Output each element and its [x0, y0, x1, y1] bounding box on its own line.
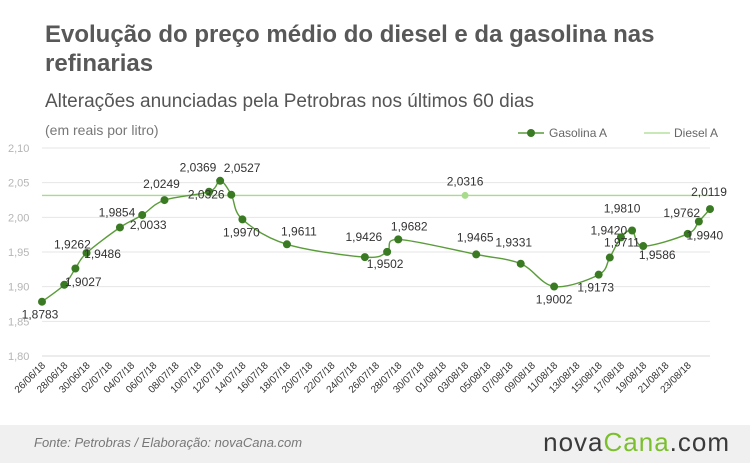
data-point-gasolina [628, 226, 637, 235]
data-label-gasolina: 1,9970 [223, 225, 260, 239]
data-point-gasolina [472, 250, 481, 259]
y-tick-label: 2,00 [8, 212, 29, 224]
legend-marker-gasolina [527, 129, 535, 137]
data-point-gasolina [60, 280, 69, 289]
y-tick-label: 1,85 [8, 316, 29, 328]
data-label-gasolina: 1,9940 [687, 228, 724, 242]
data-point-gasolina [238, 215, 247, 224]
data-point-diesel [461, 191, 469, 199]
data-label-gasolina: 1,9465 [457, 230, 494, 244]
data-label-gasolina: 2,0326 [188, 188, 225, 202]
data-label-gasolina: 2,0119 [691, 185, 727, 199]
y-tick-label: 1,80 [8, 351, 29, 363]
data-point-gasolina [639, 242, 648, 251]
data-point-gasolina [605, 253, 614, 262]
data-point-gasolina [706, 205, 714, 214]
data-point-gasolina [282, 240, 291, 249]
data-label-gasolina: 1,9502 [367, 257, 404, 271]
legend-label-gasolina: Gasolina A [549, 126, 607, 140]
data-label-gasolina: 1,9762 [663, 206, 700, 220]
data-point-gasolina [38, 297, 46, 306]
data-point-gasolina [616, 233, 625, 242]
data-label-gasolina: 1,9711 [604, 235, 640, 249]
brand-logo: novaCana.com [543, 427, 730, 458]
data-label-gasolina: 1,9486 [84, 247, 121, 261]
y-tick-label: 2,10 [8, 143, 29, 155]
data-label-gasolina: 2,0369 [180, 161, 217, 175]
brand-main: nova [543, 427, 604, 457]
chart-title: Evolução do preço médio do diesel e da g… [45, 21, 655, 77]
data-point-gasolina [360, 253, 369, 262]
data-label-diesel: 2,0316 [447, 174, 484, 188]
data-label-gasolina: 1,9586 [639, 248, 676, 262]
unit-note: (em reais por litro) [45, 122, 159, 138]
data-label-gasolina: 1,9810 [604, 202, 641, 216]
data-label-gasolina: 2,0249 [143, 177, 180, 191]
y-tick-label: 1,90 [8, 282, 29, 294]
data-label-gasolina: 1,8783 [22, 308, 59, 322]
footer-bar: Fonte: Petrobras / Elaboração: novaCana.… [0, 425, 750, 463]
data-point-gasolina [115, 223, 124, 232]
data-point-gasolina [683, 229, 692, 238]
data-label-gasolina: 1,9682 [391, 219, 428, 233]
brand-suffix: .com [669, 427, 730, 457]
chart-subtitle: Alterações anunciadas pela Petrobras nos… [45, 91, 535, 112]
data-label-gasolina: 1,9611 [281, 224, 317, 238]
data-point-gasolina [216, 176, 225, 185]
data-point-gasolina [550, 282, 559, 291]
y-tick-label: 2,05 [8, 178, 29, 190]
data-label-gasolina: 1,9262 [54, 238, 91, 252]
data-point-gasolina [594, 270, 603, 279]
legend-label-diesel: Diesel A [674, 126, 718, 140]
data-label-gasolina: 1,9331 [495, 236, 532, 250]
data-point-gasolina [138, 211, 147, 220]
data-point-gasolina [383, 247, 392, 256]
source-credit: Fonte: Petrobras / Elaboração: novaCana.… [34, 435, 303, 450]
data-point-gasolina [516, 259, 525, 268]
data-point-gasolina [205, 187, 213, 196]
data-label-gasolina: 1,9426 [346, 230, 383, 244]
data-label-gasolina: 1,9854 [99, 205, 136, 219]
data-label-gasolina: 1,9002 [536, 293, 573, 307]
data-point-gasolina [394, 235, 403, 244]
data-label-gasolina: 2,0033 [130, 218, 167, 232]
data-label-gasolina: 2,0527 [224, 161, 261, 175]
data-label-gasolina: 1,9173 [577, 281, 614, 295]
data-label-gasolina: 1,9420 [590, 224, 627, 238]
brand-accent: Cana [603, 427, 670, 457]
y-tick-label: 1,95 [8, 247, 29, 259]
data-point-gasolina [82, 248, 91, 257]
data-label-gasolina: 1,9027 [65, 275, 102, 289]
data-point-gasolina [694, 217, 703, 226]
data-point-gasolina [71, 264, 80, 273]
data-point-gasolina [227, 190, 236, 199]
data-point-gasolina [160, 196, 169, 205]
line-chart: 1,801,851,901,952,002,052,1026/06/1828/0… [8, 126, 727, 396]
